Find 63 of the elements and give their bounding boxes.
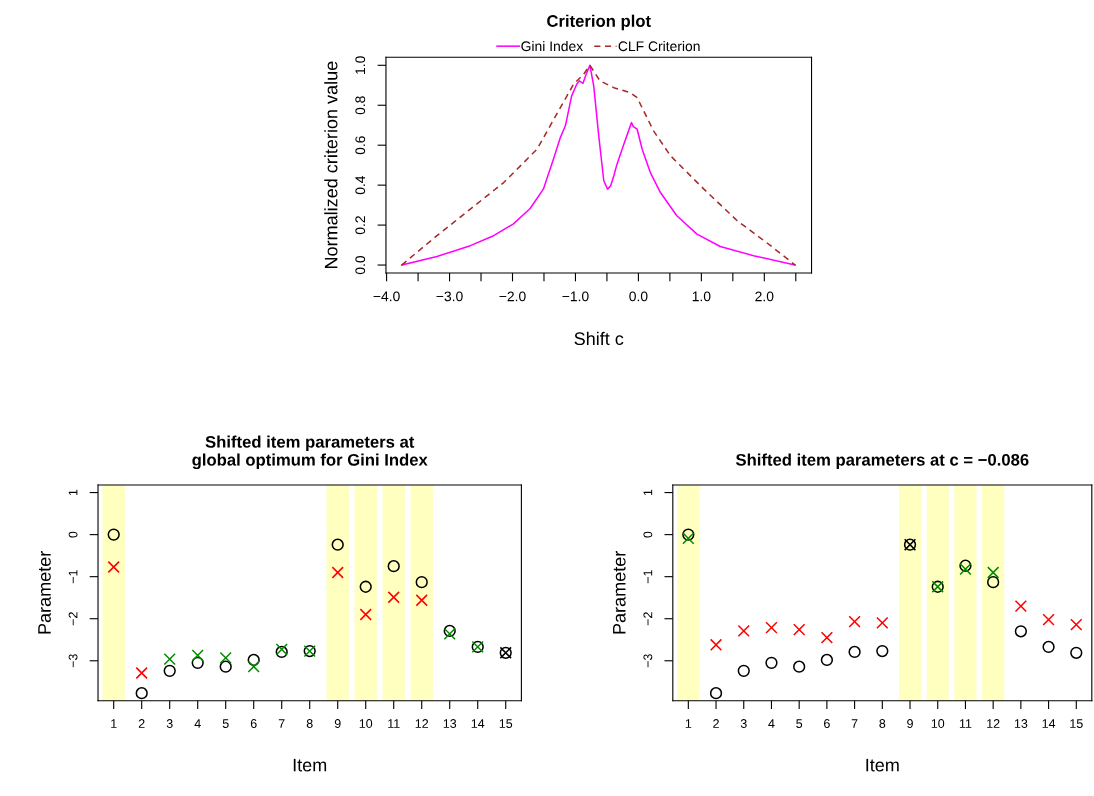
y-tick-label: 1 — [643, 489, 653, 496]
x-tick-label: 7 — [278, 719, 285, 728]
x-tick-label: 12 — [987, 719, 1000, 728]
y-tick-label: 0.0 — [355, 255, 366, 275]
x-tick-label: 1 — [685, 719, 692, 728]
x-tick-label: 4 — [194, 719, 201, 728]
x-tick-label: 1 — [111, 719, 117, 728]
y-tick-label: −1 — [643, 570, 653, 584]
x-tick-label: 9 — [907, 719, 913, 728]
x-tick-label: 3 — [166, 719, 173, 728]
y-tick-label: 0.6 — [355, 136, 366, 155]
x-tick-label: 2.0 — [755, 291, 774, 302]
y-tick-label: 0 — [68, 531, 78, 538]
y-tick-label: −1 — [68, 570, 78, 584]
y-tick-label: 0.2 — [355, 216, 366, 235]
x-tick-label: 12 — [415, 719, 429, 728]
x-tick-label: 13 — [1014, 719, 1028, 728]
y-axis-title: Parameter — [38, 551, 51, 634]
x-tick-label: 5 — [796, 719, 803, 728]
x-tick-label: −2.0 — [499, 291, 526, 302]
x-tick-label: 11 — [959, 719, 972, 728]
x-axis-title: Item — [866, 758, 899, 772]
x-tick-label: 15 — [499, 719, 513, 728]
x-tick-label: 1.0 — [692, 291, 711, 302]
y-axis-title: Parameter — [613, 551, 626, 634]
y-tick-label: 0.8 — [355, 96, 366, 115]
y-tick-label: 0 — [643, 531, 653, 538]
x-tick-label: 10 — [359, 719, 373, 728]
x-axis-title: Shift c — [574, 331, 624, 346]
chart-title: Criterion plot — [547, 14, 651, 31]
x-tick-label: 2 — [138, 719, 145, 728]
x-tick-label: 3 — [740, 719, 747, 728]
x-tick-label: 9 — [334, 719, 341, 728]
x-tick-label: 14 — [471, 719, 485, 728]
y-axis-title: Normalized criterion value — [324, 61, 338, 269]
x-tick-label: 4 — [768, 719, 775, 728]
x-tick-label: −3.0 — [436, 291, 463, 302]
x-tick-label: 2 — [713, 719, 719, 728]
y-tick-label: −3 — [643, 654, 653, 668]
x-tick-label: 11 — [388, 719, 400, 728]
x-tick-label: −4.0 — [373, 291, 400, 302]
x-tick-label: 6 — [824, 719, 830, 728]
y-tick-label: 1.0 — [355, 56, 366, 74]
legend-label: Gini Index — [521, 40, 584, 52]
x-tick-label: 8 — [306, 719, 313, 728]
y-tick-label: 1 — [68, 489, 78, 496]
x-tick-label: −1.0 — [562, 291, 589, 302]
x-tick-label: 15 — [1070, 719, 1083, 728]
x-tick-label: 6 — [250, 719, 257, 728]
x-tick-label: 8 — [879, 719, 886, 728]
y-tick-label: 0.4 — [355, 175, 366, 195]
x-tick-label: 7 — [851, 719, 858, 728]
chart-title: Shifted item parameters at c = −0.086 — [735, 453, 1029, 470]
x-tick-label: 14 — [1042, 719, 1056, 728]
x-axis-title: Item — [293, 758, 327, 772]
chart-title: Shifted item parameters at global optimum for Gini Index — [192, 435, 428, 470]
x-tick-label: 13 — [443, 719, 457, 728]
x-tick-label: 10 — [931, 719, 945, 728]
x-tick-label: 5 — [222, 719, 229, 728]
legend-label: CLF Criterion — [618, 40, 700, 52]
y-tick-label: −2 — [643, 612, 653, 626]
y-tick-label: −2 — [68, 612, 78, 626]
y-tick-label: −3 — [68, 654, 78, 668]
